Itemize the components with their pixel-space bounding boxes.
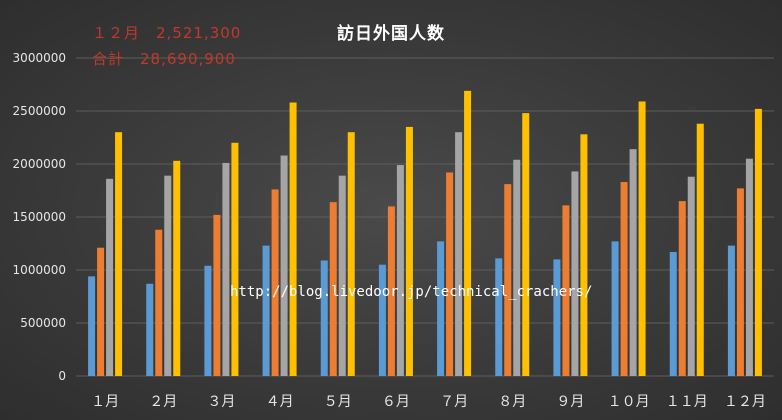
bar <box>204 265 212 376</box>
x-tick-label: １２月 <box>724 394 766 410</box>
bar <box>580 134 588 376</box>
x-tick-label: ５月 <box>324 394 352 410</box>
bar <box>638 101 646 377</box>
bar <box>405 126 413 377</box>
bar <box>115 132 123 376</box>
x-tick-label: ３月 <box>207 394 235 410</box>
annual-total-note: 合計 28,690,900 <box>92 50 236 68</box>
bar <box>620 182 628 376</box>
x-tick-label: ７月 <box>440 394 468 410</box>
bar <box>387 206 395 376</box>
bar <box>173 160 181 376</box>
bar <box>571 171 579 376</box>
x-tick-label: １１月 <box>666 394 708 410</box>
bar <box>669 251 677 376</box>
bar <box>522 113 530 377</box>
bar <box>754 108 762 376</box>
bar <box>280 155 288 376</box>
bar <box>745 158 753 376</box>
x-tick-label: ８月 <box>498 394 526 410</box>
bar <box>146 283 154 376</box>
bar <box>495 258 503 376</box>
bar <box>696 123 704 376</box>
x-tick-label: ６月 <box>382 394 410 410</box>
bar <box>262 245 270 376</box>
bar <box>231 142 239 376</box>
bar <box>106 178 114 376</box>
bar <box>289 102 297 377</box>
x-tick-label: ４月 <box>266 394 294 410</box>
bar <box>736 188 744 376</box>
bar <box>562 205 570 376</box>
y-tick-label: 3000000 <box>13 51 66 65</box>
bar <box>97 247 105 376</box>
bar <box>553 259 561 376</box>
bar <box>271 189 279 376</box>
bar <box>213 214 221 376</box>
bar <box>320 260 328 376</box>
bar <box>513 159 521 376</box>
y-tick-label: 2500000 <box>13 104 66 118</box>
y-tick-label: 1000000 <box>13 263 66 277</box>
y-tick-label: 1500000 <box>13 210 66 224</box>
bar <box>88 276 96 376</box>
bar <box>155 229 163 376</box>
blog-url-watermark: http://blog.livedoor.jp/technical_crache… <box>230 284 593 300</box>
bar <box>455 132 463 376</box>
bar <box>437 241 445 376</box>
bar <box>464 90 472 377</box>
bar <box>504 184 512 376</box>
bar <box>629 149 637 376</box>
x-tick-label: １月 <box>91 394 119 410</box>
y-tick-label: 500000 <box>20 316 66 330</box>
bar <box>222 162 230 376</box>
x-tick-label: ２月 <box>149 394 177 410</box>
x-tick-label: ９月 <box>556 394 584 410</box>
bar <box>378 264 386 376</box>
bar <box>347 132 355 376</box>
y-tick-label: 2000000 <box>13 157 66 171</box>
x-tick-label: １０月 <box>608 394 650 410</box>
bar <box>446 172 454 376</box>
bar <box>611 241 619 376</box>
bar <box>329 202 337 376</box>
bar <box>678 201 686 376</box>
bar <box>338 175 346 376</box>
december-total-note: １２月 2,521,300 <box>92 24 242 42</box>
bar <box>396 165 404 376</box>
y-tick-label: 0 <box>58 369 66 383</box>
bar <box>687 176 695 376</box>
bar <box>727 245 735 376</box>
chart-title: 訪日外国人数 <box>337 24 445 44</box>
bar <box>164 175 172 376</box>
